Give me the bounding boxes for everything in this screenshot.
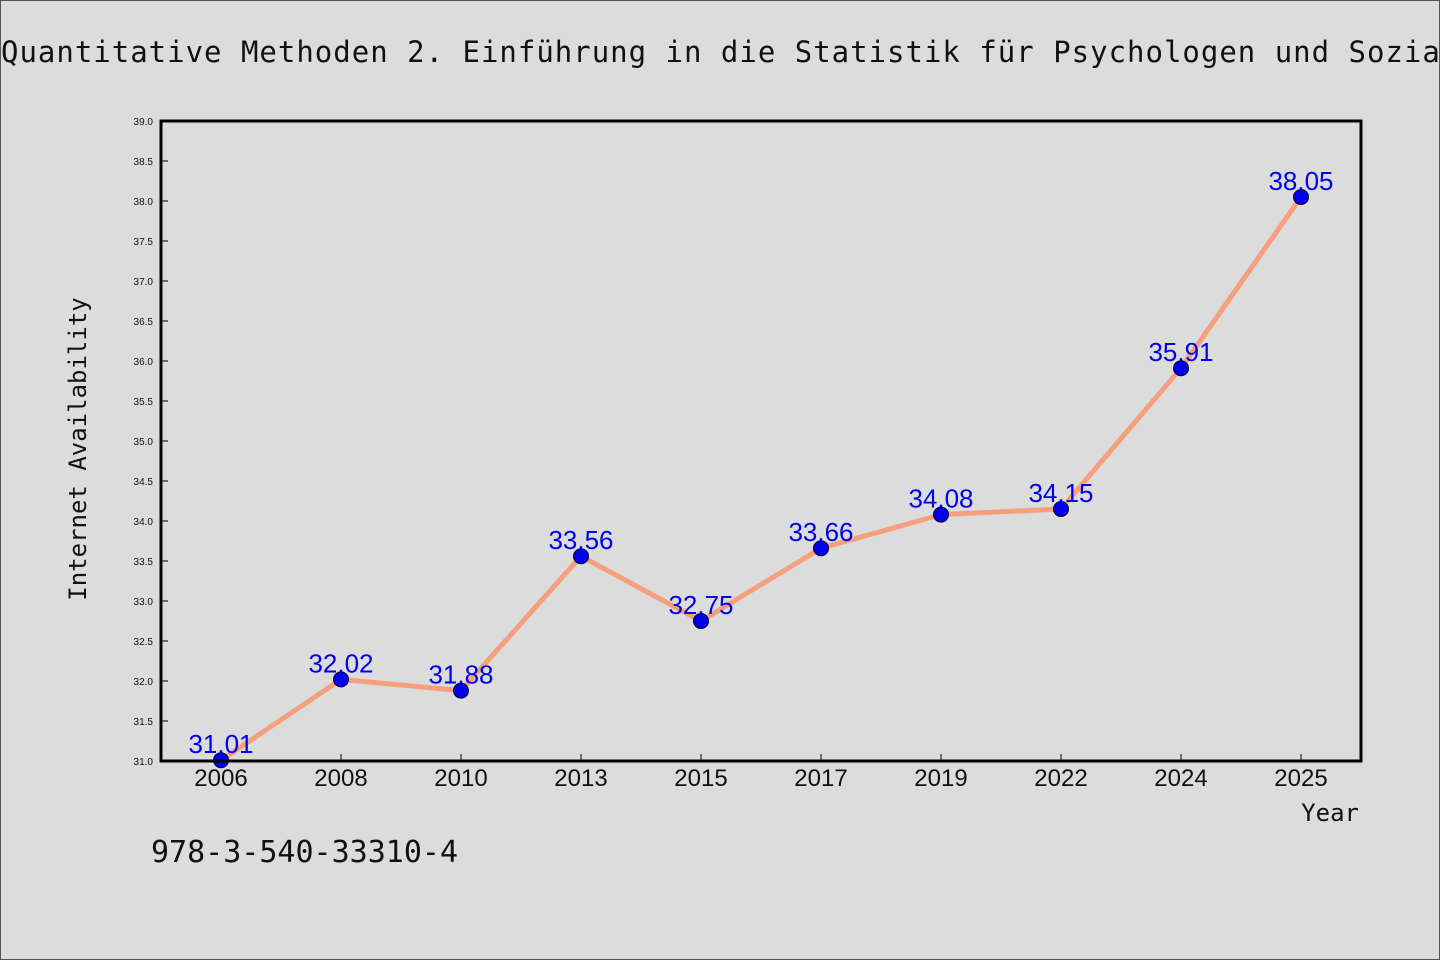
y-tick-label: 37.0: [134, 277, 154, 288]
x-tick-label: 2010: [434, 765, 487, 792]
data-point: [453, 682, 469, 699]
data-point: [693, 613, 709, 629]
plot-area-border: [159, 119, 1363, 763]
x-tick-label: 2022: [1034, 765, 1087, 792]
data-label: 32.02: [308, 648, 373, 678]
data-point: [333, 671, 349, 688]
series-layer: [213, 189, 1309, 769]
data-label: 33.56: [548, 525, 613, 555]
y-tick-label: 31.0: [134, 757, 154, 768]
y-tick-label: 35.0: [134, 437, 154, 448]
y-tick-label: 38.0: [134, 197, 154, 208]
y-tick-label: 33.0: [134, 597, 154, 608]
y-tick-label: 34.0: [134, 517, 154, 528]
page-title: Quantitative Methoden 2. Einführung in d…: [1, 35, 1440, 69]
data-label: 31.01: [188, 729, 253, 759]
x-tick-label: 2024: [1154, 765, 1207, 792]
y-axis: 31.0 31.5 32.0 32.5 33.0 33.5 34.0 34.5 35.0 35.5…: [134, 117, 168, 768]
x-tick-label: 2019: [914, 765, 967, 792]
series-line: [218, 194, 1304, 763]
y-tick-label: 35.5: [134, 397, 154, 408]
x-tick-label: 2008: [314, 765, 367, 792]
data-label: 32.75: [668, 590, 733, 620]
data-label: 34.15: [1028, 478, 1093, 508]
y-tick-label: 33.5: [134, 557, 154, 568]
y-tick-label: 34.5: [134, 477, 154, 488]
data-point: [933, 506, 949, 523]
data-point: [1173, 360, 1189, 377]
x-tick-label: 2015: [674, 765, 727, 792]
x-tick-label: 2013: [554, 765, 607, 792]
data-label: 34.08: [908, 484, 973, 514]
y-tick-label: 36.0: [134, 357, 154, 368]
data-point: [813, 540, 829, 557]
x-tick-label: 2006: [194, 765, 247, 792]
data-label: 38.05: [1268, 166, 1333, 196]
data-point: [1293, 189, 1309, 205]
data-point: [573, 548, 589, 565]
x-tick-label: 2017: [794, 765, 847, 792]
y-tick-label: 38.5: [134, 157, 154, 168]
data-label: 35.91: [1148, 337, 1213, 367]
y-tick-label: 39.0: [134, 117, 154, 128]
y-axis-label: Internet Availability: [64, 297, 92, 600]
y-tick-label: 32.5: [134, 637, 154, 648]
x-tick-label: 2025: [1274, 765, 1327, 792]
y-tick-label: 36.5: [134, 317, 154, 328]
data-labels: 31.01 32.02 31.88 33.56 32.75 33.66 34.08 34.15…: [188, 166, 1333, 759]
y-tick-label: 37.5: [134, 237, 154, 248]
y-tick-label: 31.5: [134, 717, 154, 728]
data-label: 31.88: [428, 660, 493, 690]
x-axis: 2006 2008 2010 2013 2015 2017 2019 2022 2024 2025: [194, 754, 1328, 792]
data-label: 33.66: [788, 517, 853, 547]
y-tick-label: 32.0: [134, 677, 154, 688]
data-point: [1053, 501, 1069, 517]
x-axis-label: Year: [1301, 799, 1359, 827]
isbn-text: 978-3-540-33310-4: [151, 835, 459, 870]
